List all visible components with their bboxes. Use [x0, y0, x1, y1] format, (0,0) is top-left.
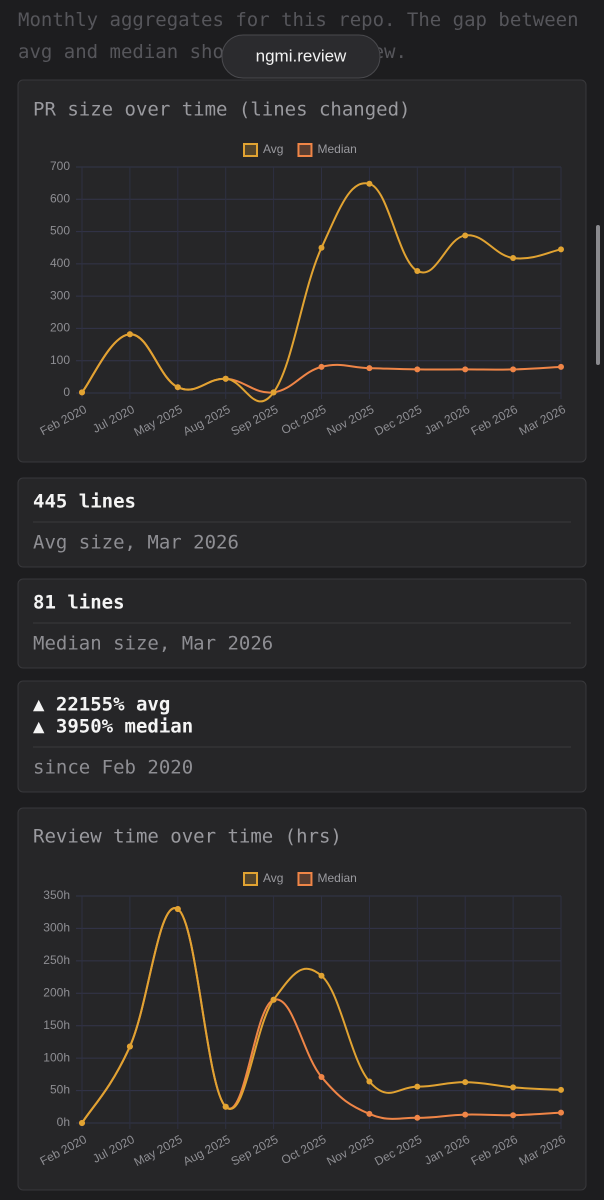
data-point	[126, 331, 133, 338]
stat-value: ▲ 22155% avg	[33, 694, 170, 716]
stat-label: since Feb 2020	[33, 757, 193, 779]
y-tick-label: 300	[50, 288, 70, 302]
y-tick-label: 50h	[50, 1083, 70, 1097]
y-tick-label: 250h	[43, 953, 70, 967]
data-point	[318, 363, 325, 370]
data-point	[126, 1043, 133, 1050]
data-point	[510, 1084, 517, 1091]
brand-pill[interactable]	[221, 34, 381, 79]
data-point	[222, 375, 229, 382]
chart-card	[17, 807, 587, 1191]
y-tick-label: 150h	[43, 1018, 70, 1032]
data-point	[414, 1114, 421, 1121]
y-tick-label: 100	[50, 353, 70, 367]
data-point	[79, 1120, 85, 1126]
data-point	[414, 1083, 421, 1090]
y-tick-label: 400	[50, 256, 70, 270]
data-point	[174, 384, 181, 391]
data-point	[462, 1079, 469, 1086]
legend-label: Avg	[263, 871, 283, 885]
data-point	[558, 246, 564, 253]
legend-swatch	[297, 143, 313, 157]
stat-value: 81 lines	[33, 592, 125, 614]
y-tick-label: 200h	[43, 985, 70, 999]
data-point	[462, 232, 469, 239]
y-tick-label: 0h	[57, 1115, 70, 1129]
legend-label: Median	[317, 142, 356, 156]
data-point	[318, 1073, 325, 1080]
data-point	[318, 972, 325, 979]
chart-title: PR size over time (lines changed)	[33, 99, 411, 121]
legend-swatch	[243, 872, 258, 886]
chart-title: Review time over time (hrs)	[33, 826, 342, 848]
stat-value: ▲ 3950% median	[33, 716, 193, 738]
stat-label: Median size, Mar 2026	[33, 633, 273, 655]
data-point	[174, 905, 181, 912]
legend-swatch	[243, 143, 258, 157]
y-tick-label: 300h	[43, 921, 70, 935]
data-point	[366, 365, 373, 372]
y-tick-label: 100h	[43, 1050, 70, 1064]
brand[interactable]: ngmi.review	[256, 46, 347, 65]
data-point	[366, 1110, 373, 1117]
data-point	[510, 366, 517, 373]
legend-label: Median	[317, 871, 356, 885]
legend-swatch	[297, 872, 313, 886]
legend-label: Avg	[263, 142, 283, 156]
y-tick-label: 350h	[43, 888, 70, 902]
data-point	[462, 366, 469, 373]
data-point	[79, 389, 85, 396]
data-point	[318, 244, 325, 251]
data-point	[366, 1078, 373, 1085]
data-point	[558, 363, 564, 370]
chart-card	[17, 79, 587, 463]
data-point	[222, 1103, 229, 1110]
legend: Avg Median	[243, 142, 357, 157]
stat-value: 445 lines	[33, 491, 136, 513]
data-point	[558, 1086, 564, 1093]
data-point	[270, 996, 277, 1003]
stat-card	[17, 680, 587, 793]
data-point	[462, 1111, 469, 1118]
y-tick-label: 200	[50, 321, 70, 335]
legend: Avg Median	[243, 871, 357, 886]
y-tick-label: 600	[50, 191, 70, 205]
data-point	[414, 366, 421, 373]
data-point	[558, 1109, 564, 1116]
content: 445 lines Avg size, Mar 2026 81 lines Media…	[17, 79, 587, 1191]
data-point	[414, 267, 421, 274]
data-point	[510, 255, 517, 262]
y-tick-label: 500	[50, 224, 70, 238]
data-point	[366, 180, 373, 187]
y-tick-label: 0	[63, 385, 70, 399]
data-point	[510, 1112, 517, 1119]
y-tick-label: 700	[50, 159, 70, 173]
data-point	[270, 389, 277, 396]
scrollbar	[596, 225, 600, 365]
stat-label: Avg size, Mar 2026	[33, 532, 239, 554]
